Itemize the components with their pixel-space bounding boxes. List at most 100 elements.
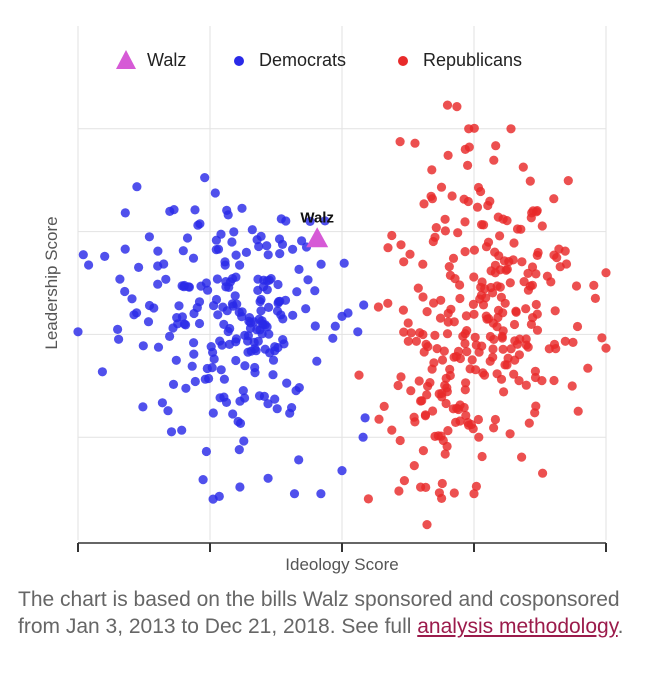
- democrat-point: [138, 341, 148, 351]
- republican-point: [399, 327, 409, 337]
- republican-point: [537, 376, 547, 386]
- democrat-point: [275, 249, 285, 259]
- republican-point: [453, 346, 464, 356]
- democrat-point: [200, 173, 210, 183]
- republican-point: [437, 478, 447, 489]
- republican-point: [517, 257, 527, 267]
- democrat-point: [157, 398, 167, 408]
- republican-point: [429, 298, 439, 308]
- republican-point: [442, 100, 453, 110]
- republican-point: [472, 202, 483, 212]
- republican-point: [461, 378, 471, 388]
- republican-point: [436, 431, 446, 441]
- republican-point: [469, 489, 479, 499]
- republican-point: [481, 311, 491, 321]
- legend-republicans-marker: [398, 56, 408, 66]
- republican-point: [597, 333, 607, 343]
- republican-point: [432, 344, 442, 354]
- republican-point: [551, 344, 561, 354]
- democrat-point: [292, 287, 302, 297]
- republican-point: [488, 344, 498, 354]
- democrat-point: [263, 473, 273, 483]
- republican-point: [443, 308, 453, 318]
- democrat-point: [193, 220, 203, 230]
- democrat-point: [303, 275, 313, 285]
- republican-point: [416, 482, 426, 492]
- democrat-point: [245, 323, 256, 333]
- democrat-point: [228, 409, 238, 419]
- republican-point: [422, 307, 432, 317]
- democrat-point: [190, 205, 200, 215]
- republican-point: [443, 317, 453, 327]
- democrat-point: [165, 331, 175, 341]
- scatter-chart: Walz Democrats Republicans Walz Ideology…: [42, 26, 611, 574]
- republican-point: [427, 194, 437, 204]
- republican-point: [439, 346, 449, 356]
- republican-point: [589, 280, 599, 290]
- democrat-point: [190, 376, 200, 387]
- republican-point: [521, 304, 531, 314]
- republican-point: [488, 318, 498, 328]
- democrat-point: [312, 356, 322, 366]
- republican-point: [452, 102, 462, 112]
- republican-point: [411, 336, 421, 346]
- republican-point: [473, 182, 484, 193]
- republican-point: [481, 242, 492, 252]
- democrat-point: [201, 278, 211, 288]
- republican-point: [524, 418, 534, 428]
- republican-point: [448, 253, 459, 263]
- republican-point: [398, 305, 408, 315]
- republican-point: [373, 302, 383, 312]
- democrat-point: [209, 354, 219, 364]
- democrat-point: [212, 274, 222, 284]
- democrat-point: [231, 272, 241, 282]
- democrat-point: [129, 310, 139, 320]
- democrat-point: [207, 363, 217, 373]
- democrat-point: [166, 427, 177, 437]
- democrat-point: [281, 216, 291, 226]
- democrat-point: [320, 216, 330, 226]
- republican-point: [464, 124, 474, 134]
- walz-annotation: Walz: [300, 209, 334, 226]
- republican-point: [537, 221, 547, 231]
- democrat-point: [213, 310, 223, 320]
- republican-point: [465, 364, 475, 374]
- democrat-point: [279, 339, 289, 349]
- republican-point: [420, 411, 430, 421]
- republican-point: [437, 388, 447, 398]
- democrat-point: [294, 455, 304, 465]
- democrat-point: [259, 275, 269, 285]
- republican-point: [549, 375, 559, 386]
- republican-point: [492, 281, 502, 291]
- republican-point: [415, 328, 425, 338]
- republican-point: [442, 441, 452, 451]
- democrat-point: [237, 203, 247, 213]
- republican-point: [514, 376, 524, 386]
- democrat-point: [268, 355, 279, 365]
- democrat-point: [204, 373, 214, 384]
- republican-point: [395, 435, 405, 446]
- democrat-point: [172, 313, 182, 323]
- democrat-point: [171, 355, 181, 365]
- republican-point: [396, 372, 406, 382]
- republican-point: [460, 338, 470, 349]
- democrat-point: [256, 306, 266, 316]
- democrat-point: [257, 319, 268, 329]
- democrat-point: [301, 304, 311, 314]
- democrat-point: [113, 324, 123, 334]
- methodology-link[interactable]: analysis methodology: [417, 615, 618, 638]
- democrat-point: [229, 227, 239, 237]
- democrat-point: [192, 303, 202, 313]
- republican-point: [435, 313, 446, 323]
- democrat-point: [189, 338, 199, 348]
- republicans-points: [354, 100, 611, 530]
- democrat-point: [153, 246, 163, 256]
- republican-point: [436, 182, 447, 192]
- democrat-point: [168, 379, 179, 389]
- legend-democrats-label: Democrats: [259, 50, 346, 70]
- republican-point: [399, 257, 409, 267]
- republican-point: [505, 278, 515, 288]
- republican-point: [469, 309, 479, 319]
- democrat-point: [297, 236, 307, 246]
- republican-point: [483, 200, 493, 211]
